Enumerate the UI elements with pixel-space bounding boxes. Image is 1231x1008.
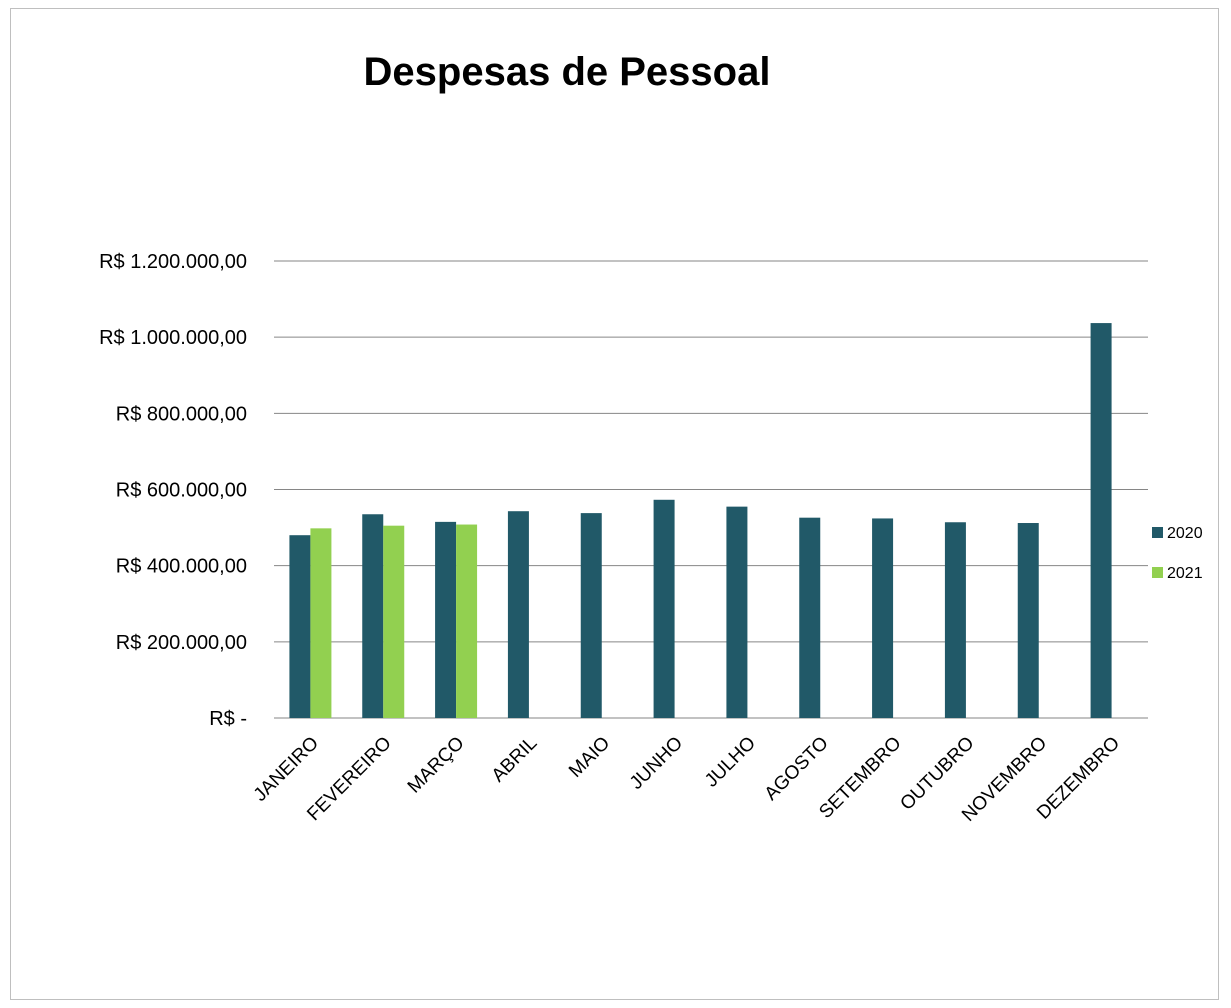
bar-2020-abril xyxy=(507,511,529,718)
x-tick-label: ABRIL xyxy=(488,733,542,787)
y-tick-label: R$ 600.000,00 xyxy=(116,480,247,502)
bar-2020-janeiro xyxy=(289,535,311,718)
gridlines xyxy=(274,260,1148,719)
bar-2021-fevereiro xyxy=(383,525,405,718)
y-tick-label: R$ 400.000,00 xyxy=(116,556,247,578)
x-tick-label: JUNHO xyxy=(626,733,687,794)
legend-label-2020: 2020 xyxy=(1167,525,1203,542)
bar-2020-setembro xyxy=(872,518,894,718)
chart-area: Despesas de Pessoal R$ - R$ 200.000,00 R$ … xyxy=(10,8,1219,1000)
legend-swatch-2020 xyxy=(1152,527,1163,538)
x-tick-label: MAIO xyxy=(565,733,614,782)
bar-2020-dezembro xyxy=(1090,323,1112,718)
x-tick-label: JANEIRO xyxy=(250,733,323,806)
bars xyxy=(289,323,1112,718)
bar-2020-março xyxy=(435,521,457,718)
bar-2020-junho xyxy=(653,499,675,718)
y-tick-label: R$ 1.000.000,00 xyxy=(99,327,247,349)
bar-2020-maio xyxy=(580,513,602,718)
chart-title: Despesas de Pessoal xyxy=(364,50,771,94)
bar-2021-março xyxy=(456,524,478,718)
legend-label-2021: 2021 xyxy=(1167,565,1203,582)
bar-2020-fevereiro xyxy=(362,514,384,718)
bar-2020-novembro xyxy=(1017,523,1039,718)
bar-2020-julho xyxy=(726,506,748,718)
x-tick-label: AGOSTO xyxy=(761,733,833,805)
bar-chart: Despesas de Pessoal R$ -R$ 200.000,00R$ … xyxy=(99,50,1203,826)
bar-2021-janeiro xyxy=(310,528,332,718)
bar-2020-outubro xyxy=(944,522,966,718)
bar-2020-agosto xyxy=(799,517,821,718)
legend: 2020 2021 xyxy=(1152,525,1203,582)
legend-swatch-2021 xyxy=(1152,567,1163,578)
y-tick-label: R$ 200.000,00 xyxy=(116,632,247,654)
x-tick-label: MARÇO xyxy=(404,733,469,798)
y-tick-label: R$ - xyxy=(209,708,247,730)
y-tick-label: R$ 800.000,00 xyxy=(116,403,247,425)
y-axis-tick-labels: R$ - R$ 200.000,00 R$ 400.000,00 R$ 600.000… xyxy=(99,251,247,730)
x-tick-label: JULHO xyxy=(701,733,760,792)
y-tick-label: R$ 1.200.000,00 xyxy=(99,251,247,273)
